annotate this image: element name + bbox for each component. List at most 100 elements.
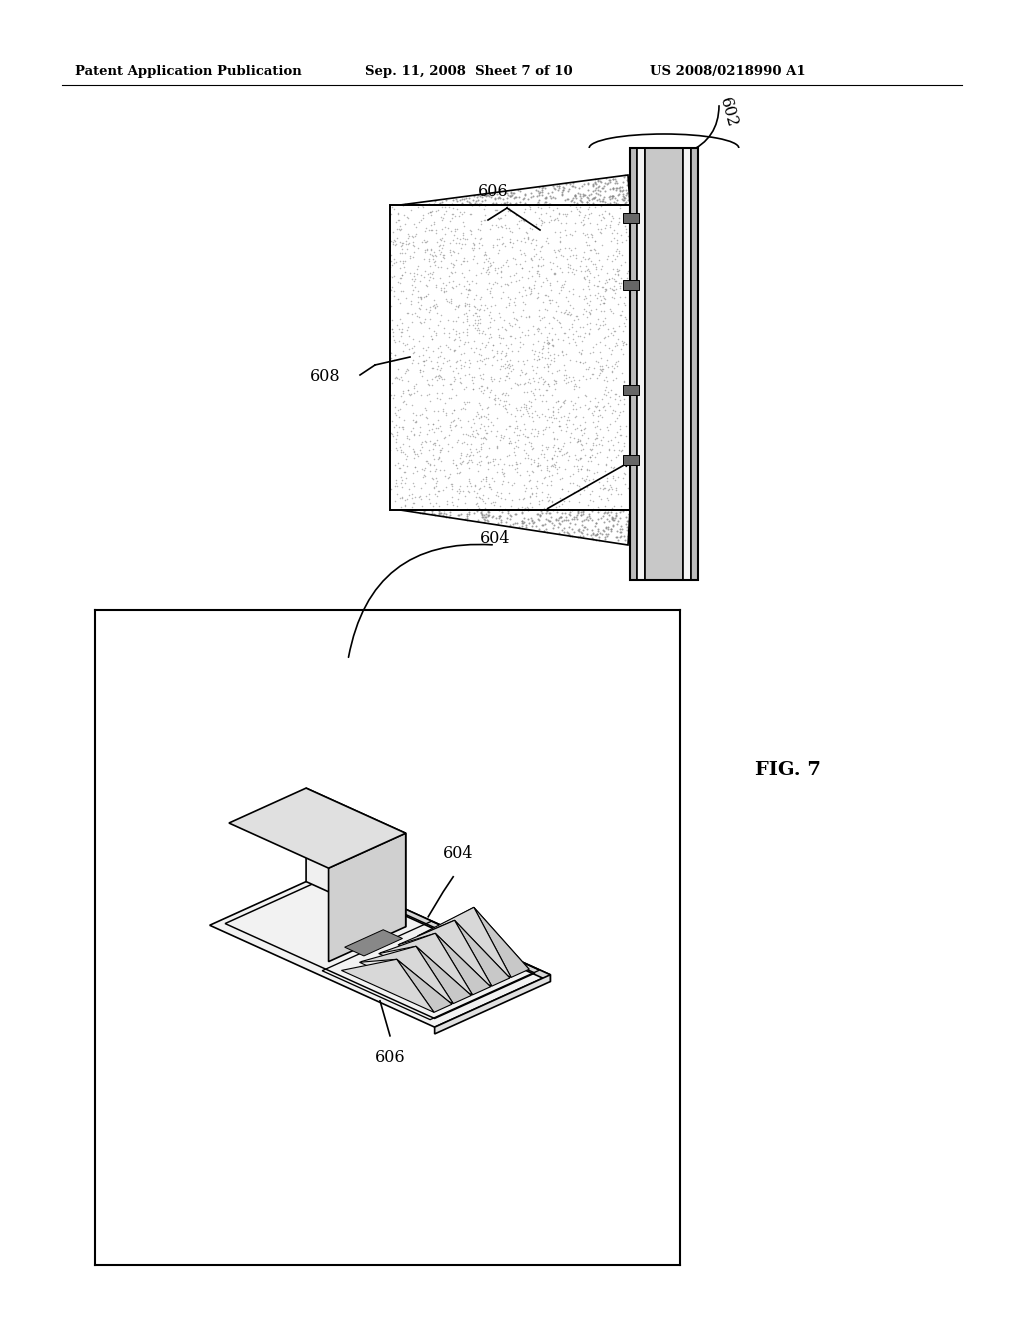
Point: [590, 391, 606, 412]
Point: [535, 490, 551, 511]
Point: [399, 224, 416, 246]
Point: [529, 181, 546, 202]
Point: [617, 334, 634, 355]
Point: [606, 271, 623, 292]
Point: [480, 500, 497, 521]
Point: [452, 451, 468, 473]
Point: [401, 247, 418, 268]
Point: [465, 314, 481, 335]
Point: [553, 185, 569, 206]
Point: [517, 396, 534, 417]
Point: [511, 281, 527, 302]
Point: [441, 466, 458, 487]
Point: [383, 343, 399, 364]
Point: [536, 420, 552, 441]
Point: [414, 232, 430, 253]
Point: [404, 280, 421, 301]
Point: [459, 504, 475, 525]
Point: [608, 180, 625, 201]
Point: [585, 173, 601, 194]
Point: [424, 264, 440, 285]
Point: [555, 391, 571, 412]
Point: [434, 437, 451, 458]
Point: [504, 222, 520, 243]
Point: [433, 420, 450, 441]
Point: [568, 475, 585, 496]
Point: [429, 302, 445, 323]
Point: [484, 193, 501, 214]
Point: [509, 416, 525, 437]
Point: [582, 446, 598, 467]
Point: [610, 440, 627, 461]
Point: [420, 251, 436, 272]
Point: [495, 463, 511, 484]
Point: [598, 355, 614, 376]
Point: [436, 281, 453, 302]
Point: [506, 182, 522, 203]
Point: [605, 507, 622, 528]
Point: [514, 424, 530, 445]
Point: [487, 389, 504, 411]
Point: [539, 300, 555, 321]
Polygon shape: [380, 933, 472, 995]
Point: [470, 309, 486, 330]
Point: [616, 473, 633, 494]
Point: [548, 508, 564, 529]
Point: [443, 491, 460, 512]
Point: [434, 219, 451, 240]
Point: [478, 298, 495, 319]
Polygon shape: [399, 920, 492, 986]
Point: [528, 478, 545, 499]
Point: [603, 206, 620, 227]
Point: [571, 183, 588, 205]
Point: [618, 170, 635, 191]
Point: [427, 323, 443, 345]
Point: [590, 496, 606, 517]
Point: [464, 370, 480, 391]
Point: [422, 308, 438, 329]
Point: [445, 255, 462, 276]
Point: [604, 280, 621, 301]
Point: [527, 363, 544, 384]
Point: [496, 425, 512, 446]
Point: [565, 507, 582, 528]
Point: [459, 321, 475, 342]
Point: [483, 370, 500, 391]
Point: [404, 329, 421, 350]
Point: [531, 248, 548, 269]
Point: [577, 395, 593, 416]
Point: [563, 525, 580, 546]
Point: [395, 434, 412, 455]
Point: [466, 246, 482, 267]
Point: [465, 408, 481, 429]
Point: [393, 318, 410, 339]
Point: [532, 236, 549, 257]
Point: [503, 334, 519, 355]
Point: [547, 457, 563, 478]
Point: [537, 371, 553, 392]
Point: [608, 333, 625, 354]
Point: [480, 251, 497, 272]
Polygon shape: [360, 946, 454, 1003]
Point: [514, 502, 530, 523]
Point: [497, 346, 513, 367]
Point: [527, 271, 544, 292]
Point: [431, 503, 447, 524]
Point: [394, 249, 411, 271]
Point: [518, 223, 535, 244]
Point: [508, 397, 524, 418]
Point: [585, 224, 601, 246]
Point: [516, 228, 532, 249]
Point: [592, 190, 608, 211]
Point: [584, 403, 600, 424]
Point: [466, 235, 482, 256]
Point: [499, 182, 515, 203]
Point: [476, 420, 493, 441]
Point: [609, 223, 626, 244]
Point: [521, 284, 538, 305]
Point: [592, 301, 608, 322]
Point: [589, 367, 605, 388]
Point: [503, 495, 519, 516]
Point: [493, 426, 509, 447]
Point: [518, 210, 535, 231]
